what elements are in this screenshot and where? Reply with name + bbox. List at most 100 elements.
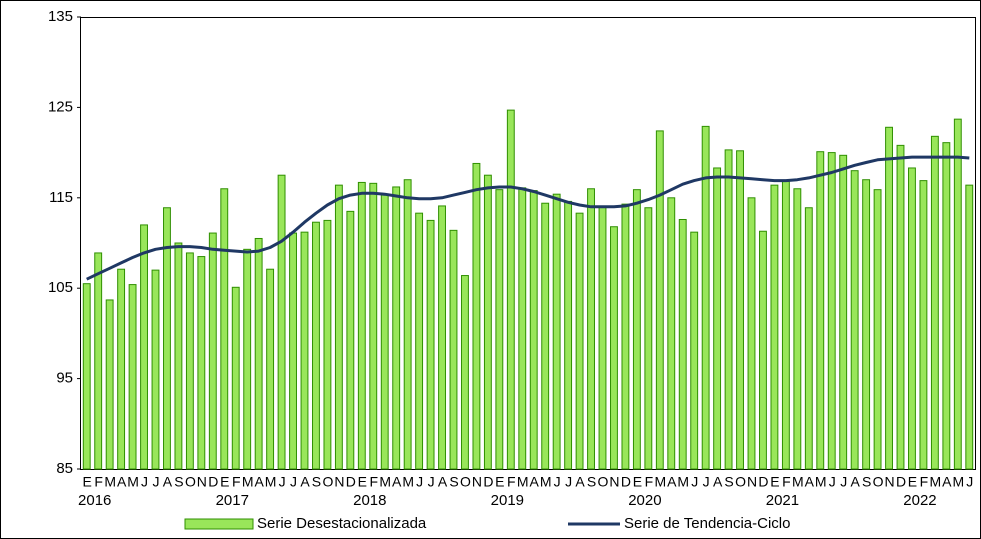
x-tick-label: S: [587, 474, 596, 490]
x-tick-label: D: [483, 474, 493, 490]
year-label: 2021: [766, 492, 799, 509]
bar: [965, 184, 974, 470]
bar: [426, 219, 435, 470]
x-tick-label: N: [884, 474, 893, 490]
x-tick-label: M: [379, 474, 390, 490]
bar: [701, 125, 710, 470]
bar: [518, 187, 527, 470]
x-tick-label: J: [554, 474, 560, 490]
year-label: 2020: [628, 492, 661, 509]
x-tick-label: M: [402, 474, 413, 490]
plot-frame: [80, 17, 976, 470]
x-tick-label: A: [667, 474, 677, 490]
x-tick-label: A: [254, 474, 264, 490]
y-tick-label: 125: [48, 98, 73, 115]
x-tick-label: J: [840, 474, 846, 490]
x-tick-label: M: [815, 474, 826, 490]
x-tick-label: M: [654, 474, 665, 490]
x-tick-label: N: [472, 474, 481, 490]
bar: [724, 149, 733, 470]
bar: [930, 135, 939, 470]
x-tick-label: M: [930, 474, 941, 490]
bar: [163, 207, 171, 470]
bar: [942, 142, 951, 470]
x-tick-label: D: [208, 474, 218, 490]
x-tick-label: E: [908, 474, 917, 490]
x-tick-label: E: [220, 474, 229, 490]
bar: [736, 150, 744, 470]
x-tick-label: J: [153, 474, 159, 490]
x-tick-label: F: [920, 474, 928, 490]
legend-swatch: [184, 518, 254, 530]
bar: [747, 197, 756, 470]
x-tick-label: O: [598, 474, 609, 490]
bar: [713, 167, 722, 470]
x-tick-label: M: [952, 474, 963, 490]
x-tick-label: N: [197, 474, 206, 490]
bar: [541, 202, 550, 470]
y-tick-label: 95: [56, 370, 73, 387]
x-tick-label: J: [141, 474, 147, 490]
bar: [678, 218, 687, 470]
bar: [380, 194, 389, 470]
x-tick-label: M: [242, 474, 253, 490]
bar: [243, 248, 252, 470]
x-tick-label: S: [174, 474, 183, 490]
x-tick-label: M: [540, 474, 551, 490]
bar: [346, 210, 355, 470]
bar: [610, 226, 618, 470]
bar: [598, 206, 607, 470]
bar: [862, 179, 871, 470]
legend-label: Serie Desestacionalizada: [257, 515, 427, 532]
bar: [392, 186, 401, 470]
x-tick-label: D: [896, 474, 906, 490]
x-tick-label: F: [645, 474, 653, 490]
bar: [117, 268, 126, 470]
x-tick-label: F: [94, 474, 102, 490]
bar: [357, 181, 366, 470]
bar: [495, 189, 504, 470]
x-tick-label: F: [782, 474, 790, 490]
x-tick-label: J: [691, 474, 697, 490]
bar: [919, 180, 928, 470]
x-tick-label: S: [449, 474, 458, 490]
year-label: 2022: [903, 492, 936, 509]
bar: [575, 212, 584, 470]
x-tick-label: M: [677, 474, 688, 490]
x-tick-label: A: [575, 474, 585, 490]
x-tick-label: N: [609, 474, 618, 490]
bar: [140, 224, 148, 470]
x-tick-label: J: [428, 474, 434, 490]
bar: [323, 219, 332, 470]
bar: [552, 193, 561, 470]
bar: [804, 207, 813, 470]
x-tick-label: E: [83, 474, 92, 490]
legend-label: Serie de Tendencia-Ciclo: [624, 515, 791, 532]
x-tick-label: M: [517, 474, 528, 490]
bar: [655, 130, 664, 470]
x-tick-label: O: [185, 474, 196, 490]
x-tick-label: E: [770, 474, 779, 490]
x-tick-label: A: [392, 474, 402, 490]
x-tick-label: S: [862, 474, 871, 490]
bar: [185, 252, 194, 470]
x-tick-label: M: [265, 474, 276, 490]
x-tick-label: J: [829, 474, 835, 490]
bar: [621, 203, 630, 470]
x-tick-label: A: [163, 474, 173, 490]
y-tick-label: 105: [48, 279, 73, 296]
bar: [529, 190, 538, 470]
bar: [312, 221, 320, 470]
bar: [208, 232, 217, 470]
x-tick-label: D: [758, 474, 768, 490]
bar: [667, 197, 676, 470]
x-tick-label: O: [735, 474, 746, 490]
bar: [128, 284, 137, 470]
x-tick-label: J: [416, 474, 422, 490]
bar: [300, 231, 309, 470]
year-label: 2017: [216, 492, 249, 509]
x-tick-label: O: [460, 474, 471, 490]
y-tick-label: 115: [49, 189, 73, 206]
x-tick-label: N: [747, 474, 756, 490]
